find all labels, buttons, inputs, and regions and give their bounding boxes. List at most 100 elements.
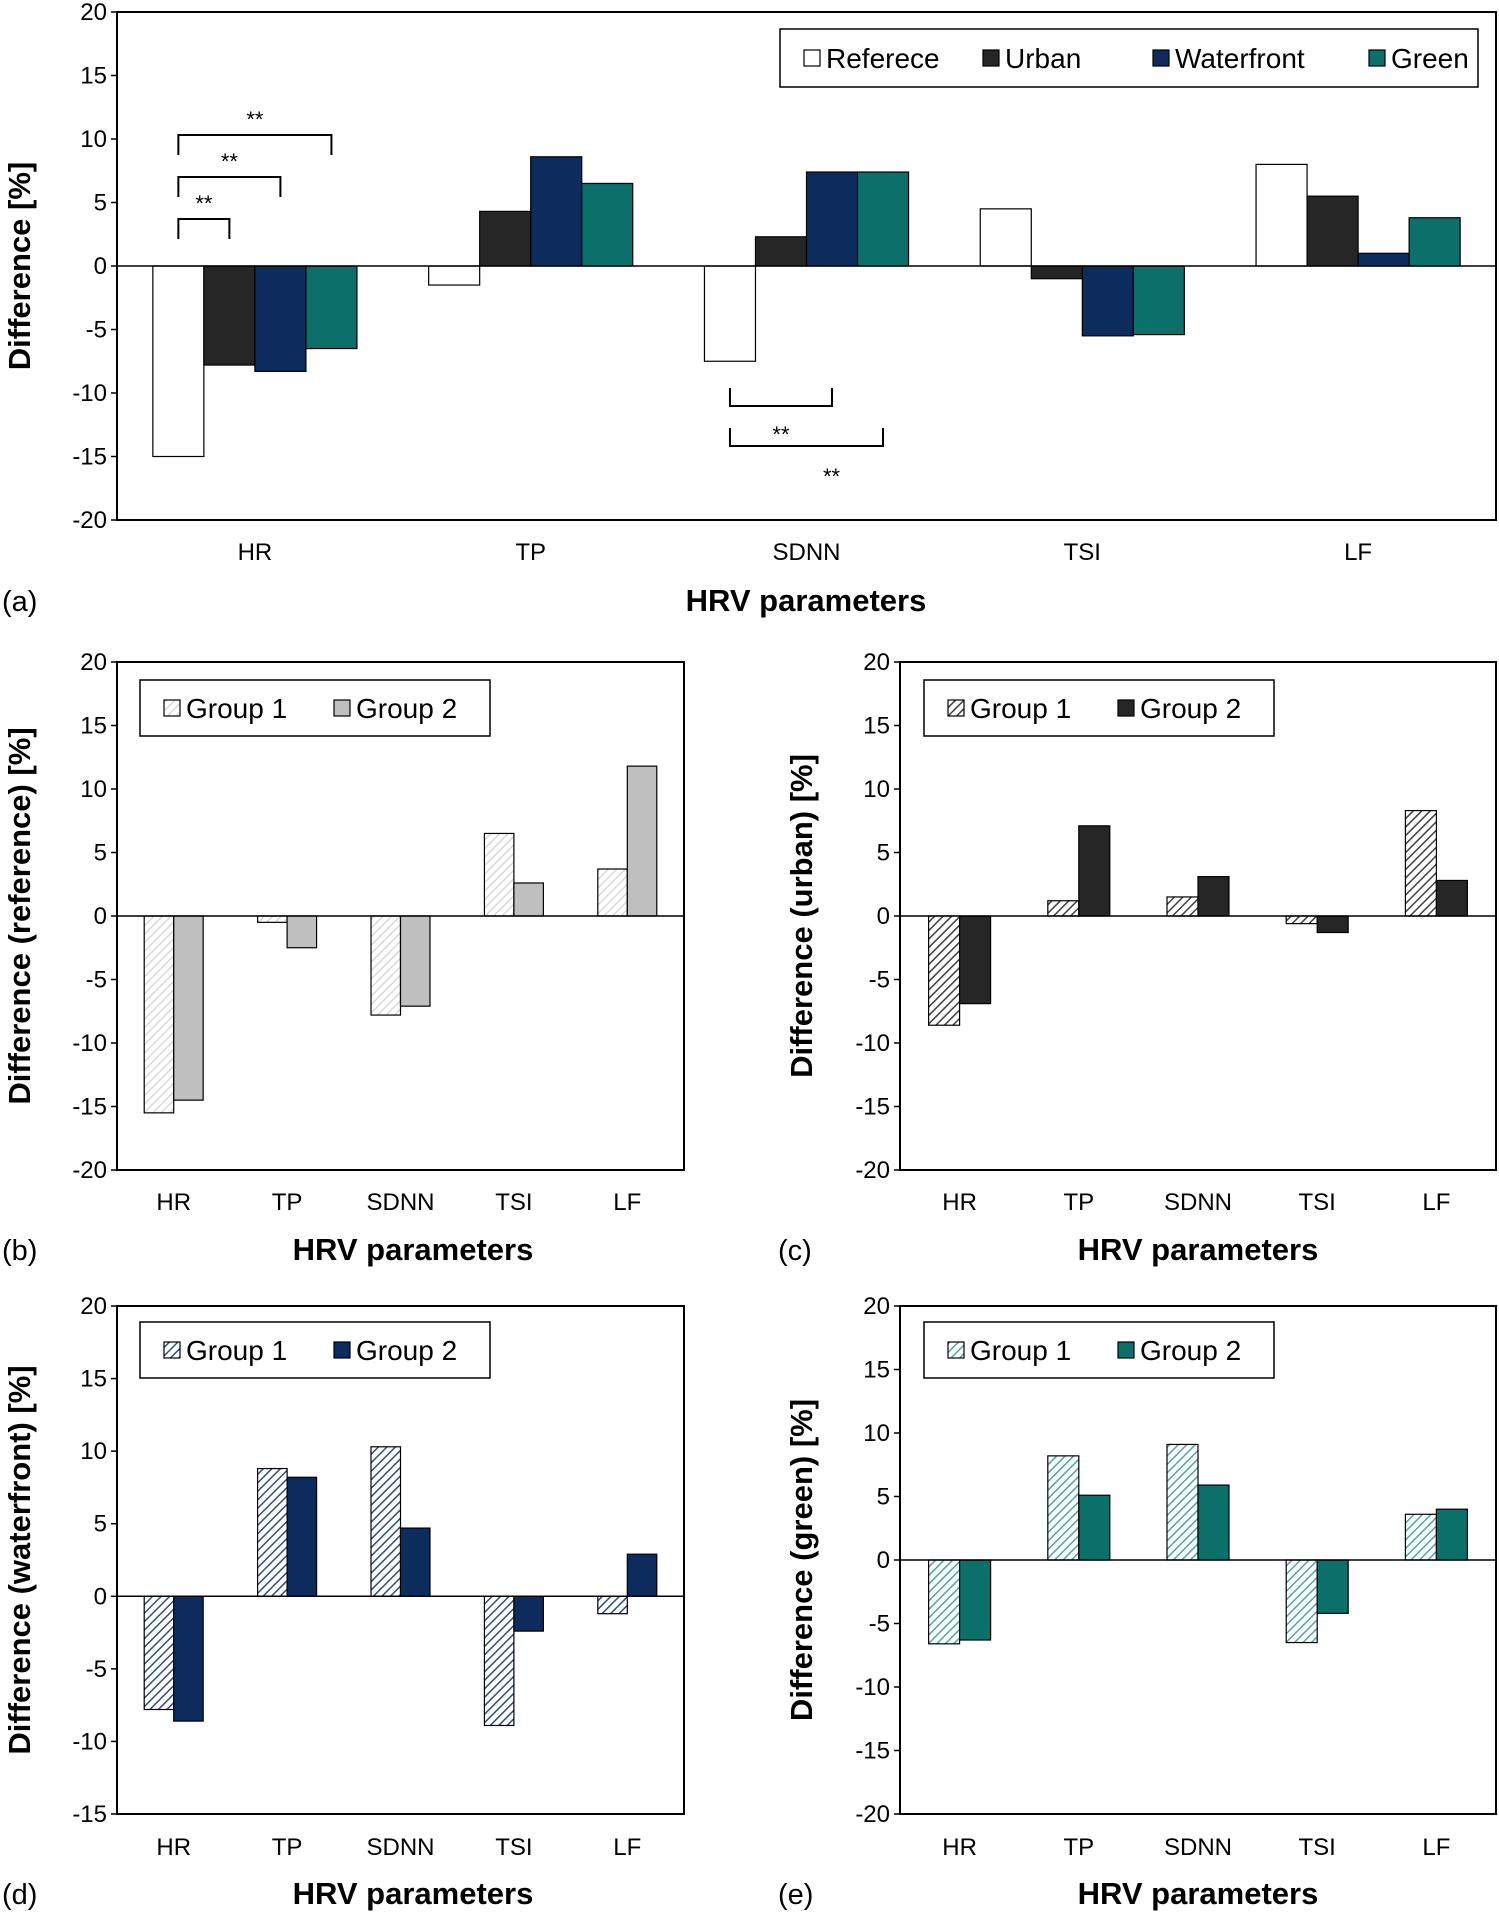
legend-swatch	[333, 699, 351, 717]
y-tick-label: 20	[863, 649, 890, 676]
y-tick-label: 10	[80, 126, 107, 153]
y-tick-label: -10	[72, 380, 107, 407]
x-axis-label: HRV parameters	[1078, 1232, 1319, 1267]
legend-label: Group 1	[970, 1335, 1071, 1366]
x-axis-label: HRV parameters	[293, 1232, 534, 1267]
panel-tag: (e)	[778, 1879, 813, 1911]
y-tick-label: 0	[94, 1583, 107, 1610]
x-tick-label: TSI	[1064, 539, 1101, 566]
bar-lf-group-1	[1404, 1513, 1437, 1561]
x-tick-label: HR	[942, 1189, 977, 1216]
legend-label: Group 2	[356, 1335, 457, 1366]
legend-box	[923, 1321, 1275, 1379]
bar-lf-group-2	[1435, 1508, 1468, 1561]
bar-tp-waterfront	[530, 156, 583, 267]
y-tick-label: -5	[86, 317, 107, 344]
legend-swatch	[333, 1341, 351, 1359]
y-tick-label: 0	[94, 253, 107, 280]
legend-swatch	[803, 49, 821, 67]
legend: Group 1 Group 2	[923, 679, 1275, 737]
bar-lf-group-2	[626, 765, 658, 917]
y-axis-label: Difference (waterfront) [%]	[2, 1365, 37, 1754]
y-tick-label: -15	[72, 1094, 107, 1121]
bar-hr-waterfront	[254, 265, 307, 373]
legend-label: Group 2	[356, 693, 457, 724]
bar-hr-group-2	[958, 915, 992, 1005]
x-axis-label: HRV parameters	[686, 583, 927, 618]
legend-swatch	[982, 49, 1000, 67]
bar-tsi-group-1	[1285, 915, 1318, 925]
bar-sdnn-group-1	[370, 1446, 402, 1597]
y-tick-label: 20	[80, 1293, 107, 1320]
bar-tp-referece	[428, 265, 481, 286]
y-tick-label: 5	[877, 1484, 890, 1511]
y-tick-label: 0	[94, 903, 107, 930]
y-axis-label: Difference (urban) [%]	[784, 754, 819, 1078]
x-axis-label: HRV parameters	[293, 1876, 534, 1911]
bar-tsi-group-1	[483, 832, 515, 917]
bar-lf-waterfront	[1357, 252, 1410, 267]
legend-box	[139, 679, 491, 737]
y-tick-label: 15	[863, 1357, 890, 1384]
legend-swatch	[947, 1341, 965, 1359]
y-tick-label: -5	[86, 967, 107, 994]
significance-bracket: **	[177, 149, 282, 197]
legend-swatch	[1117, 1341, 1135, 1359]
legend: Group 1 Group 2	[923, 1321, 1275, 1379]
significance-bracket: **	[177, 191, 231, 239]
y-tick-label: 5	[94, 190, 107, 217]
x-tick-label: TP	[515, 539, 546, 566]
bar-tsi-group-2	[513, 882, 544, 917]
x-tick-label: HR	[156, 1189, 191, 1216]
bracket-line	[177, 218, 231, 239]
bar-sdnn-group-1	[370, 915, 402, 1016]
legend-swatch	[163, 699, 181, 717]
legend-box	[779, 28, 1479, 88]
legend-swatch	[1152, 49, 1170, 67]
bar-tp-group-2	[286, 915, 318, 949]
y-tick-label: -5	[86, 1656, 107, 1683]
legend-swatch	[163, 1341, 181, 1359]
bar-tsi-group-2	[513, 1595, 544, 1632]
legend-label: Urban	[1005, 43, 1081, 74]
bar-hr-urban	[203, 265, 256, 366]
significance-label: **	[246, 107, 264, 132]
panel-tag: (b)	[2, 1235, 37, 1267]
chart-panel-a: -20 -15 -10 -5 0 5 10 15 20 HR TP SDNN TSI LF ** ** ** **…	[2, 0, 1497, 618]
x-tick-label: HR	[238, 539, 273, 566]
significance-bracket: **	[177, 107, 333, 155]
x-tick-label: TP	[1063, 1189, 1094, 1216]
bar-tsi-group-2	[1316, 915, 1349, 934]
y-tick-label: -15	[855, 1094, 890, 1121]
bar-lf-group-1	[597, 868, 628, 917]
bar-sdnn-group-1	[1166, 1443, 1199, 1561]
bar-sdnn-group-2	[399, 1527, 431, 1597]
bar-hr-group-2	[173, 915, 204, 1101]
bar-tsi-waterfront	[1081, 265, 1134, 337]
x-tick-label: HR	[156, 1834, 191, 1861]
legend-label: Group 2	[1140, 693, 1241, 724]
x-tick-label: HR	[942, 1834, 977, 1861]
legend: Referece Urban Waterfront Green	[779, 28, 1479, 88]
y-tick-label: -10	[855, 1674, 890, 1701]
y-tick-label: 10	[80, 1438, 107, 1465]
bar-hr-group-2	[958, 1559, 992, 1641]
significance-label: **	[195, 191, 213, 216]
x-tick-label: TSI	[495, 1834, 532, 1861]
bar-tsi-referece	[979, 208, 1032, 267]
bar-tsi-group-1	[483, 1595, 515, 1727]
bar-lf-group-1	[597, 1595, 628, 1615]
legend-swatch	[1117, 699, 1135, 717]
legend-label: Green	[1391, 43, 1469, 74]
bar-lf-urban	[1306, 195, 1359, 267]
bracket-line	[728, 388, 834, 407]
bar-hr-group-1	[928, 915, 961, 1026]
bar-tp-group-1	[257, 915, 288, 923]
bar-sdnn-waterfront	[805, 171, 859, 267]
bracket-line	[728, 428, 885, 447]
x-tick-label: SDNN	[1164, 1834, 1232, 1861]
x-tick-label: TSI	[495, 1189, 532, 1216]
